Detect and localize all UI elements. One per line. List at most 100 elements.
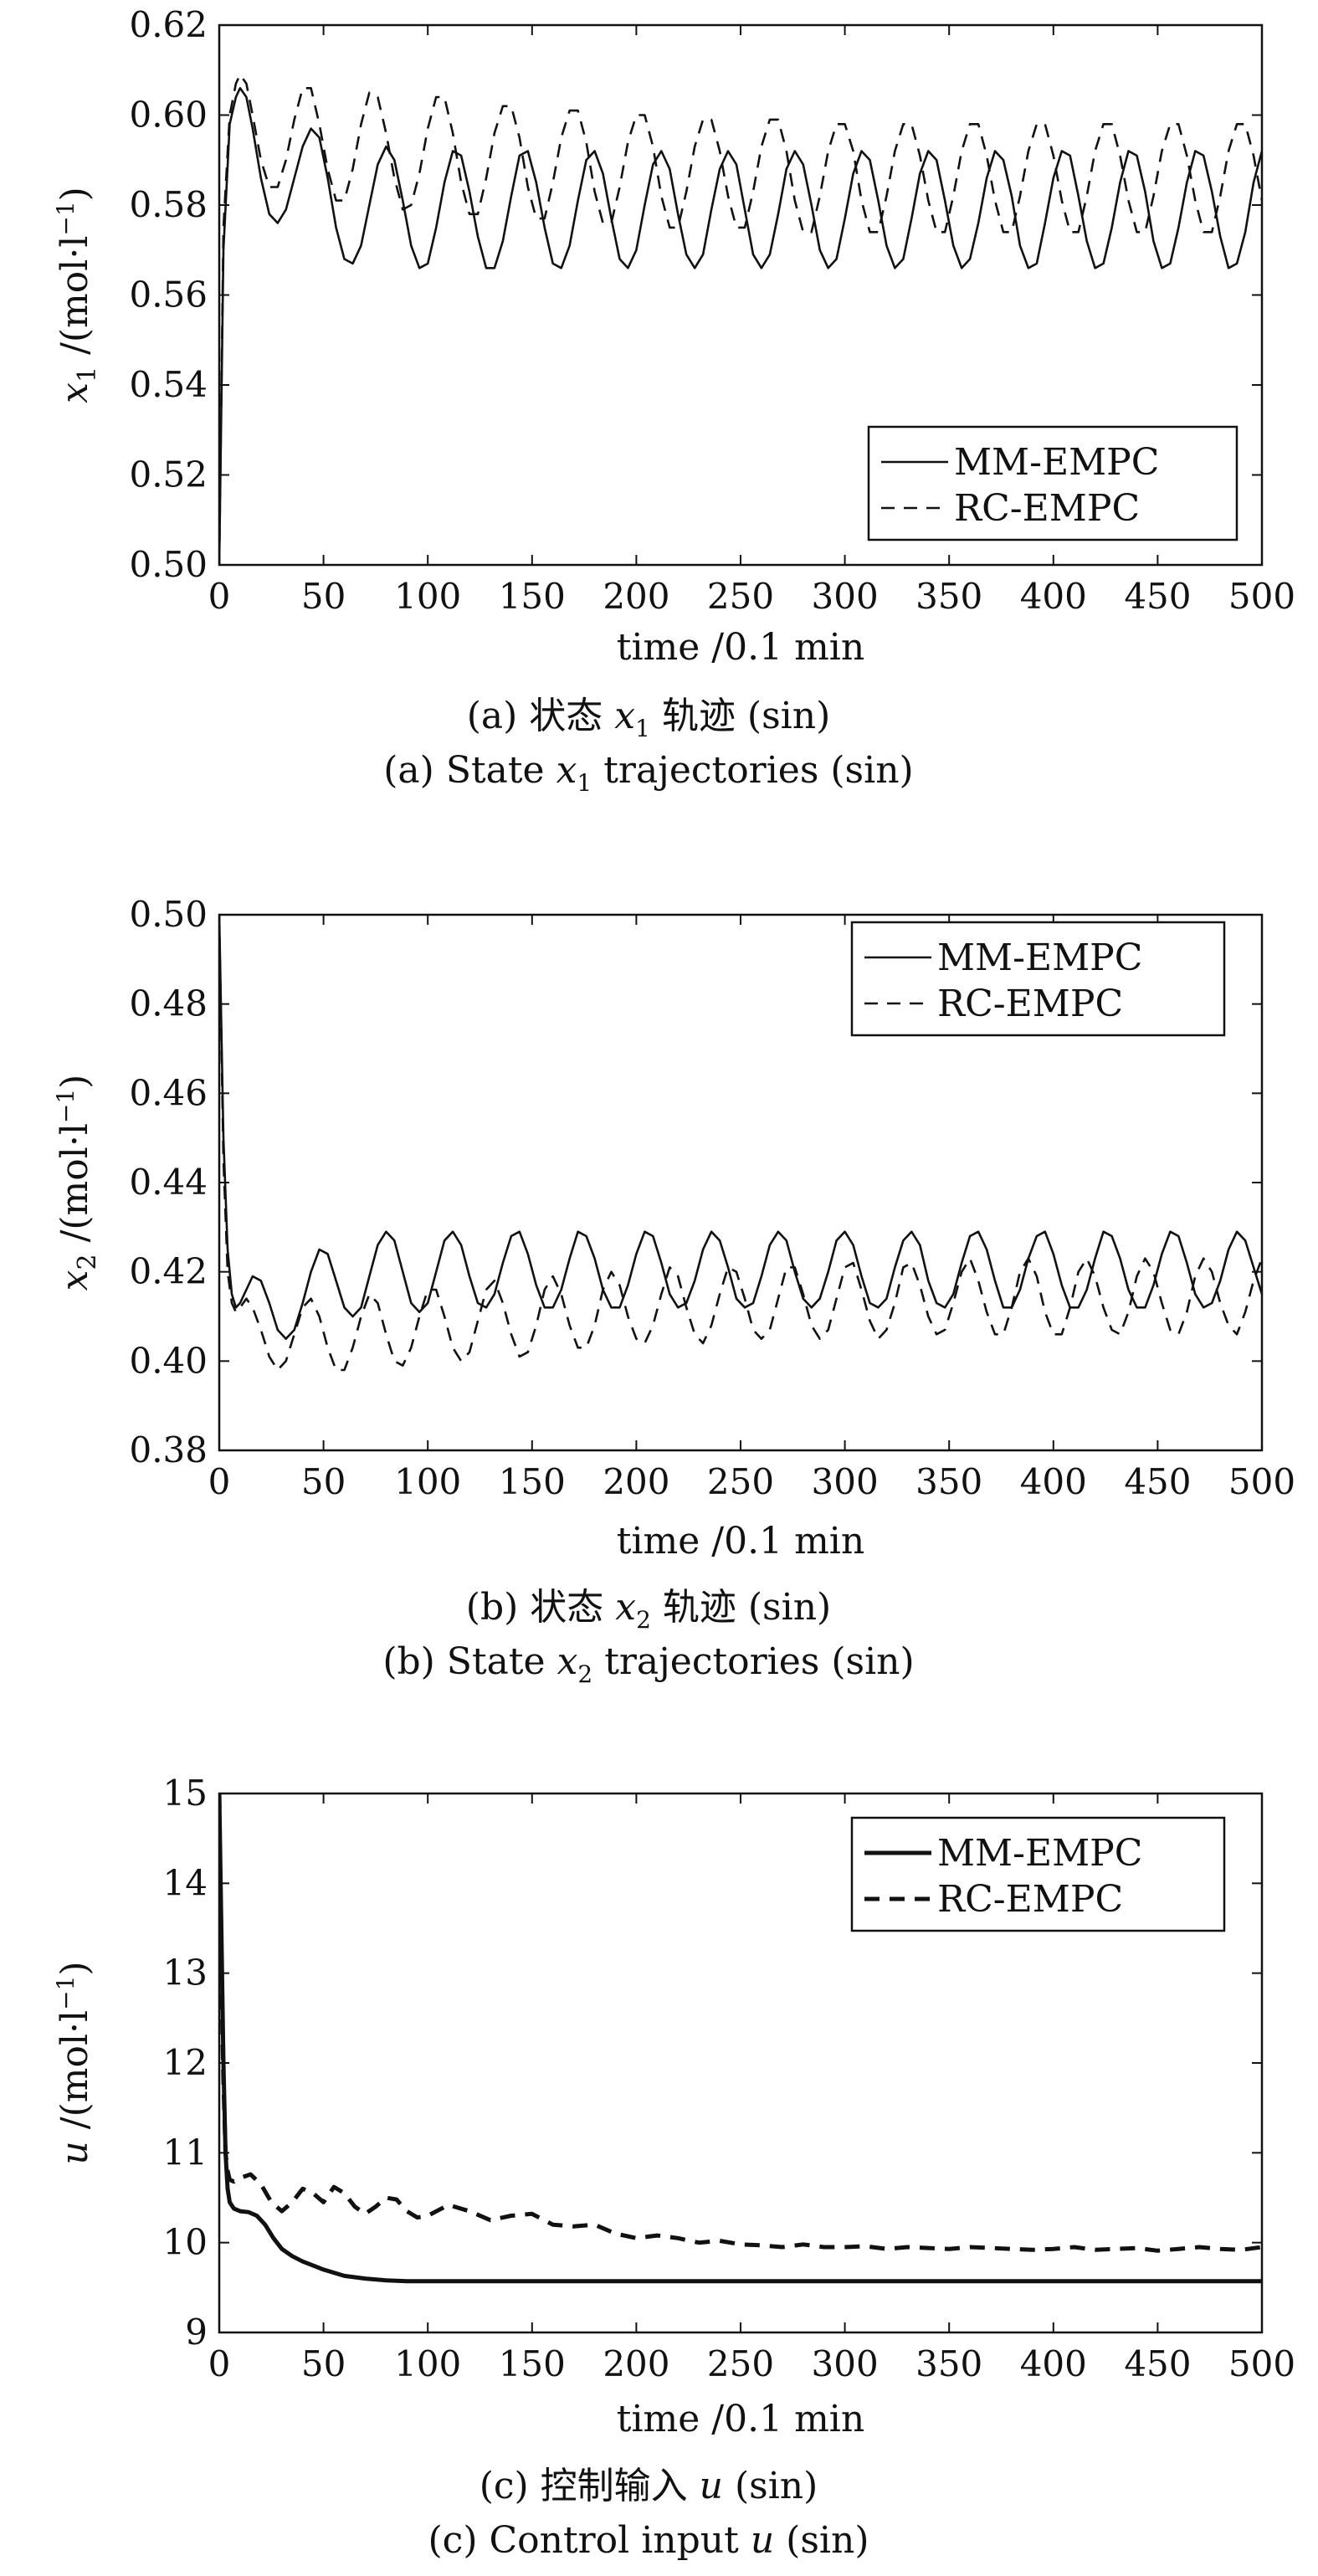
y-axis-unit: /(mol·l bbox=[54, 1123, 96, 1254]
y-axis-var: u bbox=[54, 2141, 96, 2164]
y-axis-close: ) bbox=[54, 187, 96, 201]
x-tick-label: 450 bbox=[1124, 2343, 1191, 2384]
caption-english: (b) State x2 trajectories (sin) bbox=[382, 1640, 914, 1688]
caption-en-pre: (c) Control input bbox=[428, 2519, 751, 2562]
x-tick-label: 450 bbox=[1124, 1461, 1191, 1502]
x-tick-label: 250 bbox=[707, 2343, 774, 2384]
caption-en-var: x bbox=[557, 1640, 578, 1683]
caption-en-pre: (b) State bbox=[382, 1640, 556, 1683]
caption-cn-var: x bbox=[614, 695, 635, 737]
y-tick-label: 0.54 bbox=[129, 364, 208, 405]
x-tick-label: 100 bbox=[394, 576, 461, 617]
caption-cn-var: u bbox=[700, 2465, 723, 2507]
x-tick-label: 350 bbox=[915, 2343, 982, 2384]
x-tick-label: 0 bbox=[208, 1461, 231, 1502]
y-tick-label: 0.62 bbox=[129, 4, 208, 45]
x-tick-label: 500 bbox=[1228, 2343, 1295, 2384]
legend-label: RC-EMPC bbox=[937, 983, 1123, 1025]
y-tick-label: 0.50 bbox=[129, 544, 208, 585]
x-tick-label: 50 bbox=[301, 576, 346, 617]
series-line-mm-empc bbox=[219, 1793, 1262, 2284]
y-axis-sup: −1 bbox=[52, 1976, 79, 2010]
y-axis-sup: −1 bbox=[52, 201, 79, 235]
y-tick-label: 0.56 bbox=[129, 275, 208, 316]
y-tick-label: 0.60 bbox=[129, 95, 208, 136]
y-tick-label: 0.38 bbox=[129, 1429, 208, 1470]
series-line-mm-empc bbox=[219, 915, 1262, 1340]
y-tick-label: 0.40 bbox=[129, 1340, 208, 1381]
caption-cn-sub: 1 bbox=[635, 715, 650, 742]
x-tick-label: 50 bbox=[301, 2343, 346, 2384]
y-tick-label: 0.50 bbox=[129, 894, 208, 935]
y-axis-label: x2 /(mol·l−1) bbox=[52, 1075, 102, 1291]
caption-en-post: (sin) bbox=[774, 2519, 869, 2562]
x-tick-label: 0 bbox=[208, 2343, 231, 2384]
y-axis-label: u /(mol·l−1) bbox=[52, 1961, 96, 2164]
caption-en-sub: 2 bbox=[577, 1660, 592, 1688]
y-axis-unit: /(mol·l bbox=[54, 2010, 96, 2141]
caption-en-var: x bbox=[556, 749, 577, 792]
x-axis-label: time /0.1 min bbox=[617, 1520, 864, 1563]
x-axis-label: time /0.1 min bbox=[617, 626, 864, 669]
caption-en-pre: (a) State bbox=[383, 749, 556, 792]
caption-en-post: trajectories (sin) bbox=[592, 1640, 914, 1683]
series-line-rc-empc bbox=[219, 1793, 1262, 2253]
caption-cn-pre: (c) 控制输入 bbox=[480, 2465, 700, 2507]
x-tick-label: 250 bbox=[707, 1461, 774, 1502]
x-tick-label: 400 bbox=[1020, 2343, 1087, 2384]
y-tick-label: 0.42 bbox=[129, 1251, 208, 1292]
caption-english: (a) State x1 trajectories (sin) bbox=[383, 749, 913, 797]
x-tick-label: 200 bbox=[603, 2343, 669, 2384]
x-tick-label: 400 bbox=[1020, 1461, 1087, 1502]
caption-cn-post: 轨迹 (sin) bbox=[651, 1586, 831, 1629]
x-tick-label: 0 bbox=[208, 576, 231, 617]
y-axis-sup: −1 bbox=[52, 1089, 79, 1123]
caption-english: (c) Control input u (sin) bbox=[428, 2519, 869, 2562]
y-axis-var: x bbox=[54, 1270, 96, 1291]
x-tick-label: 350 bbox=[915, 1461, 982, 1502]
x-tick-label: 100 bbox=[394, 2343, 461, 2384]
caption-cn-post: 轨迹 (sin) bbox=[650, 695, 830, 737]
legend-label: MM-EMPC bbox=[954, 441, 1159, 484]
legend-box bbox=[867, 425, 1239, 541]
x-tick-label: 150 bbox=[499, 1461, 566, 1502]
x-tick-label: 300 bbox=[812, 576, 879, 617]
y-tick-label: 13 bbox=[163, 1953, 208, 1994]
y-tick-label: 11 bbox=[163, 2132, 208, 2173]
y-tick-label: 10 bbox=[163, 2222, 208, 2263]
x-tick-label: 100 bbox=[394, 1461, 461, 1502]
caption-chinese: (c) 控制输入 u (sin) bbox=[480, 2465, 818, 2507]
series-line-mm-empc bbox=[219, 87, 1262, 565]
legend-label: RC-EMPC bbox=[937, 1878, 1123, 1921]
x-axis-label: time /0.1 min bbox=[617, 2398, 864, 2440]
legend-label: RC-EMPC bbox=[954, 487, 1140, 530]
caption-en-var: u bbox=[751, 2519, 774, 2562]
x-tick-label: 150 bbox=[499, 576, 566, 617]
legend-label: MM-EMPC bbox=[937, 1832, 1142, 1875]
caption-chinese: (b) 状态 x2 轨迹 (sin) bbox=[466, 1586, 831, 1634]
y-tick-label: 0.52 bbox=[129, 454, 208, 495]
caption-cn-sub: 2 bbox=[636, 1606, 651, 1634]
caption-cn-var: x bbox=[615, 1586, 636, 1629]
caption-cn-pre: (b) 状态 bbox=[466, 1586, 615, 1629]
x-tick-label: 200 bbox=[603, 1461, 669, 1502]
x-tick-label: 50 bbox=[301, 1461, 346, 1502]
y-tick-label: 0.46 bbox=[129, 1072, 208, 1113]
legend-box bbox=[850, 1816, 1226, 1932]
caption-chinese: (a) 状态 x1 轨迹 (sin) bbox=[467, 695, 831, 742]
x-tick-label: 350 bbox=[915, 576, 982, 617]
y-axis-sub: 2 bbox=[73, 1254, 102, 1270]
y-axis-close: ) bbox=[54, 1075, 96, 1089]
y-axis-close: ) bbox=[54, 1961, 96, 1975]
caption-cn-post: (sin) bbox=[723, 2465, 818, 2507]
x-tick-label: 300 bbox=[812, 2343, 879, 2384]
y-tick-label: 0.44 bbox=[129, 1162, 208, 1203]
y-tick-label: 0.58 bbox=[129, 184, 208, 225]
series-line-rc-empc bbox=[219, 73, 1262, 565]
x-tick-label: 500 bbox=[1228, 576, 1295, 617]
x-tick-label: 300 bbox=[812, 1461, 879, 1502]
